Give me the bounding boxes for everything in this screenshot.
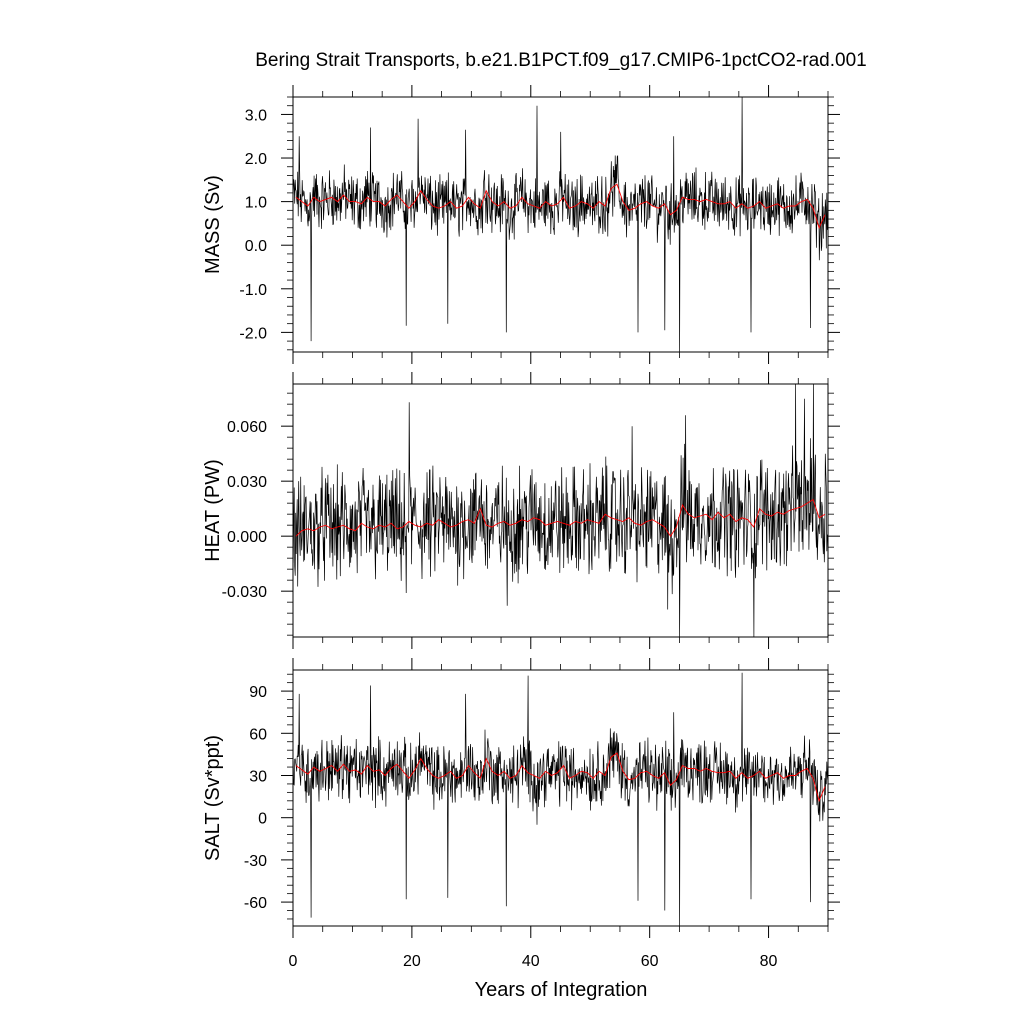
monthly-series-line [293,672,828,926]
y-tick-label: -2.0 [239,325,267,342]
chart-title: Bering Strait Transports, b.e21.B1PCT.f0… [255,50,866,71]
x-axis-label: Years of Integration [475,979,648,1001]
y-axis-label: MASS (Sv) [202,175,224,274]
x-tick-label: 60 [641,953,659,970]
x-tick-label: 0 [289,953,298,970]
y-tick-label: 0.000 [227,529,267,546]
y-tick-label: 0.0 [245,238,267,255]
y-tick-label: -60 [244,895,267,912]
panel-2: -60 -30 0 30 60 90 SALT (Sv*ppt) [202,658,840,938]
annual-mean-line [295,498,826,538]
y-tick-label: 0.030 [227,474,267,491]
x-tick-label: 40 [522,953,540,970]
x-tick-label: 80 [760,953,778,970]
y-tick-label: -30 [244,853,267,870]
annual-mean-line [295,752,826,803]
annual-mean-line [295,183,826,230]
panels-group: -2.0 -1.0 0.0 1.0 2.0 3.0 MASS (Sv) -0.030 0.000… [202,85,840,970]
y-tick-label: 0.060 [227,419,267,436]
y-tick-label: 3.0 [245,107,267,124]
panel-0: -2.0 -1.0 0.0 1.0 2.0 3.0 MASS (Sv) [202,85,840,364]
y-tick-label: 90 [249,684,267,701]
monthly-series-line [293,97,828,352]
y-tick-label: -1.0 [239,282,267,299]
panel-frame [292,669,829,927]
y-tick-label: 2.0 [245,151,267,168]
x-tick-label: 20 [403,953,421,970]
y-tick-label: 30 [249,768,267,785]
y-axis-label: HEAT (PW) [202,459,224,562]
monthly-series-line [293,384,828,637]
y-axis-label: SALT (Sv*ppt) [202,735,224,861]
y-tick-label: 60 [249,726,267,743]
y-tick-label: 0 [258,811,267,828]
panel-1: -0.030 0.000 0.030 0.060 HEAT (PW) [202,372,840,649]
y-tick-label: 1.0 [245,195,267,212]
y-tick-label: -0.030 [222,584,267,601]
